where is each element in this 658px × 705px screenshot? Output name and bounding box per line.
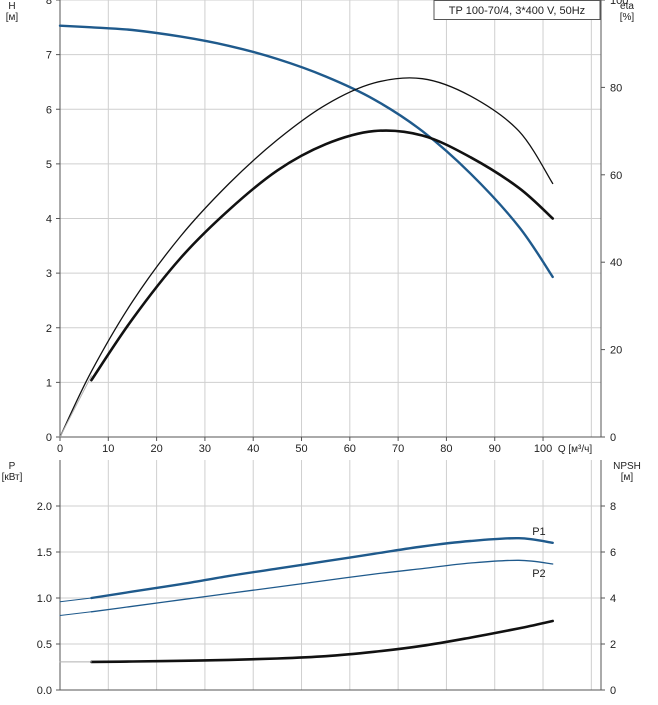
left-tick-label: 0.0 xyxy=(37,685,52,697)
series-line-2-5 xyxy=(90,619,554,664)
left-tick-label: 6 xyxy=(46,104,52,116)
series-line-1-1 xyxy=(58,24,554,279)
right-tick-label: 60 xyxy=(610,170,622,182)
series-line-1-3 xyxy=(90,129,554,382)
left-axis-unit: [кВт] xyxy=(2,472,23,483)
right-tick-label: 80 xyxy=(610,82,622,94)
right-tick-label: 2 xyxy=(610,639,616,651)
left-tick-label: 1 xyxy=(46,377,52,389)
x-tick-label: 10 xyxy=(102,443,114,455)
right-axis-unit: [%] xyxy=(620,12,635,23)
x-tick-label: 20 xyxy=(150,443,162,455)
series-line-2-3 xyxy=(59,611,92,616)
x-tick-label: 0 xyxy=(57,443,63,455)
series-line-p1 xyxy=(90,536,554,600)
series-line-1-2 xyxy=(59,77,554,438)
left-tick-label: 1.0 xyxy=(37,593,52,605)
right-tick-label: 0 xyxy=(610,685,616,697)
left-axis-unit: [м] xyxy=(6,12,19,23)
left-axis-title: P xyxy=(9,461,16,472)
x-tick-label: 60 xyxy=(344,443,356,455)
left-tick-label: 7 xyxy=(46,50,52,62)
x-tick-label: 40 xyxy=(247,443,259,455)
right-tick-label: 20 xyxy=(610,345,622,357)
right-tick-label: 40 xyxy=(610,257,622,269)
series-label-p2: P2 xyxy=(532,568,545,580)
left-tick-label: 0 xyxy=(46,432,52,444)
series-line-2-4 xyxy=(59,597,92,603)
right-axis-title: eta xyxy=(620,1,634,12)
x-tick-label: 30 xyxy=(199,443,211,455)
plot-area-2 xyxy=(60,460,601,690)
left-tick-label: 5 xyxy=(46,159,52,171)
right-tick-label: 100 xyxy=(610,0,628,7)
legend-box xyxy=(433,0,601,20)
left-tick-label: 1.5 xyxy=(37,547,52,559)
legend-box-text: TP 100-70/4, 3*400 V, 50Hz xyxy=(449,5,585,17)
right-tick-label: 4 xyxy=(610,593,616,605)
left-tick-label: 3 xyxy=(46,268,52,280)
left-tick-label: 4 xyxy=(46,214,52,226)
x-axis-label: Q [м³/ч] xyxy=(558,444,593,455)
right-axis-unit: [м] xyxy=(621,472,634,483)
right-tick-label: 6 xyxy=(610,547,616,559)
series-line-1-4 xyxy=(59,375,92,438)
x-tick-label: 50 xyxy=(295,443,307,455)
x-tick-label: 100 xyxy=(534,443,552,455)
right-tick-label: 0 xyxy=(610,432,616,444)
x-tick-label: 90 xyxy=(489,443,501,455)
left-tick-label: 2.0 xyxy=(37,501,52,513)
left-tick-label: 2 xyxy=(46,323,52,335)
left-axis-title: H xyxy=(8,1,15,12)
x-tick-label: 70 xyxy=(392,443,404,455)
right-axis-title: NPSH xyxy=(613,461,641,472)
x-tick-label: 80 xyxy=(440,443,452,455)
left-tick-label: 0.5 xyxy=(37,639,52,651)
series-label-p1: P1 xyxy=(532,526,545,538)
right-tick-label: 8 xyxy=(610,501,616,513)
left-tick-label: 8 xyxy=(46,0,52,7)
series-line-p2 xyxy=(90,559,554,613)
